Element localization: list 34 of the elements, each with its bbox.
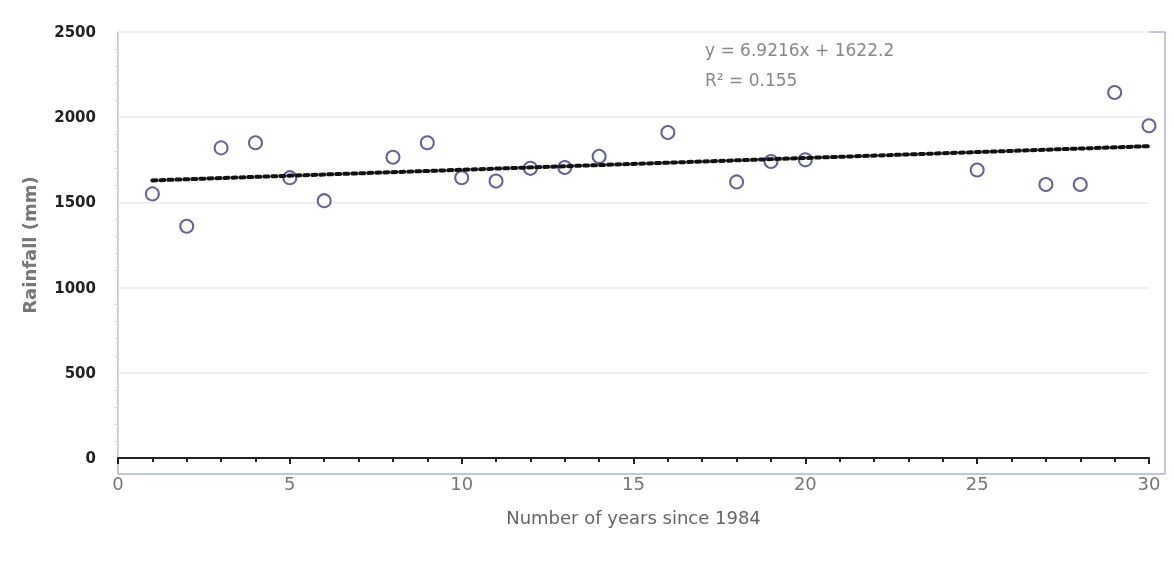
point	[1107, 85, 1123, 100]
x-tick-label: 10	[450, 472, 474, 494]
y-tick-label: 0	[85, 449, 96, 467]
point	[419, 135, 435, 151]
point	[591, 148, 607, 164]
y-tick-label: 1000	[54, 278, 96, 297]
y-axis-title: Rainfall (mm)	[18, 176, 40, 314]
point	[1072, 177, 1088, 192]
point	[660, 125, 676, 141]
point	[488, 173, 504, 189]
point	[213, 140, 229, 156]
y-tick-label: 2500	[54, 23, 96, 41]
point	[1141, 118, 1157, 134]
point	[179, 218, 195, 234]
point	[454, 170, 470, 186]
point	[247, 135, 263, 151]
x-tick-label: 25	[965, 472, 989, 494]
x-tick-label: 5	[284, 472, 296, 494]
point	[969, 162, 985, 178]
y-tick-label: 500	[64, 363, 96, 382]
x-tick-label: 0	[112, 472, 124, 494]
x-tick-label: 15	[622, 472, 645, 494]
x-axis-title: Number of years since 1984	[506, 506, 761, 528]
annotation: R² = 0.155	[705, 69, 798, 90]
point	[1038, 177, 1054, 192]
annotation: y = 6.9216x + 1622.2	[705, 39, 895, 60]
point	[729, 174, 745, 190]
y-tick-label: 1500	[54, 193, 96, 212]
x-tick-label: 20	[793, 472, 817, 494]
y-tick-label: 2000	[54, 108, 96, 127]
x-tick-label: 30	[1137, 472, 1161, 494]
point	[385, 149, 401, 165]
point	[144, 186, 160, 202]
point	[316, 193, 332, 209]
